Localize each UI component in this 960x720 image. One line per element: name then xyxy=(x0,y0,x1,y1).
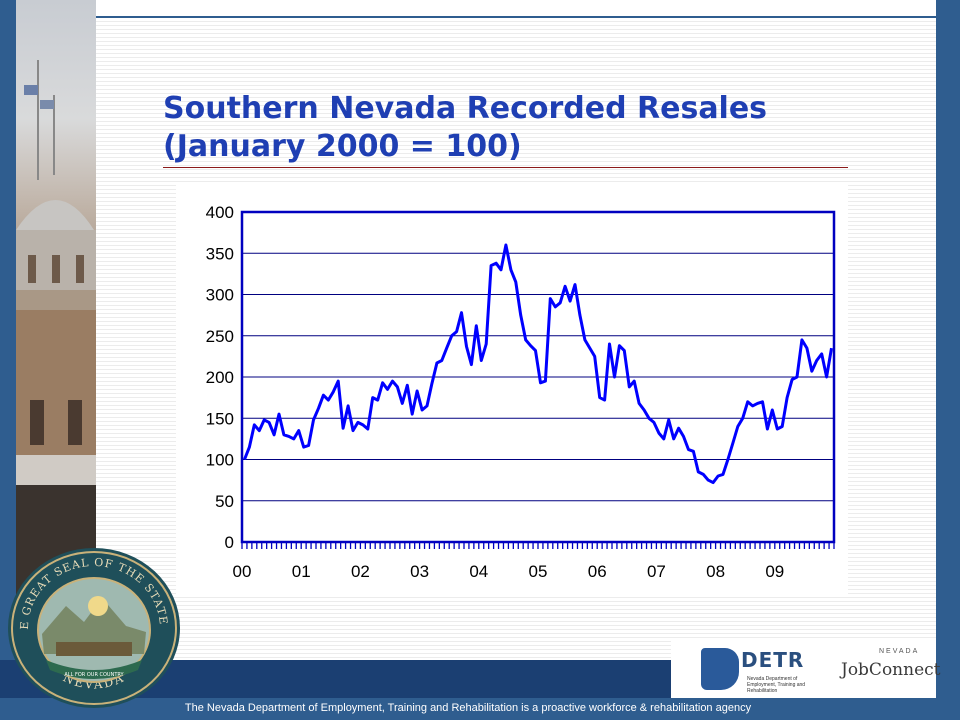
x-tick-label: 08 xyxy=(706,562,725,581)
footer-strip xyxy=(0,698,936,720)
logo-panel: DETR Nevada Department of Employment, Tr… xyxy=(671,640,941,698)
y-tick-label: 400 xyxy=(206,203,234,222)
chart-panel: 0 50 100 150 200 250 300 350 400 00 01 02 03 04 05 06 07… xyxy=(176,182,848,594)
x-tick-label: 07 xyxy=(647,562,666,581)
detr-logo-text: DETR xyxy=(741,648,805,672)
y-tick-label: 0 xyxy=(225,533,234,552)
x-tick-label: 06 xyxy=(588,562,607,581)
footer-tagline: The Nevada Department of Employment, Tra… xyxy=(184,702,752,714)
left-frame-bar xyxy=(0,0,16,720)
jobconnect-logo-text: JobConnect xyxy=(841,660,941,680)
series-line xyxy=(243,243,833,485)
y-tick-label: 150 xyxy=(206,409,234,428)
top-border-line xyxy=(96,16,936,18)
y-tick-label: 350 xyxy=(206,244,234,263)
x-tick-label: 01 xyxy=(292,562,311,581)
x-tick-label: 05 xyxy=(529,562,548,581)
y-tick-label: 200 xyxy=(206,368,234,387)
slide-title: Southern Nevada Recorded Resales (Januar… xyxy=(163,90,863,166)
detr-logo[interactable]: DETR Nevada Department of Employment, Tr… xyxy=(701,642,831,694)
right-frame-bar xyxy=(936,0,960,720)
y-tick-label: 50 xyxy=(215,492,234,511)
x-tick-label: 03 xyxy=(410,562,429,581)
jobconnect-logo[interactable]: NEVADA JobConnect xyxy=(841,648,941,692)
x-tick-label: 04 xyxy=(469,562,488,581)
resales-line-chart: 0 50 100 150 200 250 300 350 400 00 01 02 03 04 05 06 07… xyxy=(206,203,836,581)
nevada-state-seal-icon: THE GREAT SEAL OF THE STATE OF NEVADA AL… xyxy=(6,546,180,708)
seal-motto: ALL FOR OUR COUNTRY xyxy=(64,672,124,678)
y-tick-label: 250 xyxy=(206,327,234,346)
detr-logo-subtext: Nevada Department of Employment, Trainin… xyxy=(747,676,806,694)
nevada-state-icon xyxy=(701,648,739,690)
x-tick-label: 09 xyxy=(765,562,784,581)
title-line-2: (January 2000 = 100) xyxy=(163,129,522,164)
y-tick-label: 300 xyxy=(206,286,234,305)
plot-frame xyxy=(240,210,836,544)
title-underline xyxy=(163,167,848,168)
x-tick-label: 02 xyxy=(351,562,370,581)
title-line-1: Southern Nevada Recorded Resales xyxy=(163,91,768,126)
y-tick-label: 100 xyxy=(206,451,234,470)
jobconnect-state-text: NEVADA xyxy=(879,648,920,655)
x-tick-label: 00 xyxy=(233,562,252,581)
